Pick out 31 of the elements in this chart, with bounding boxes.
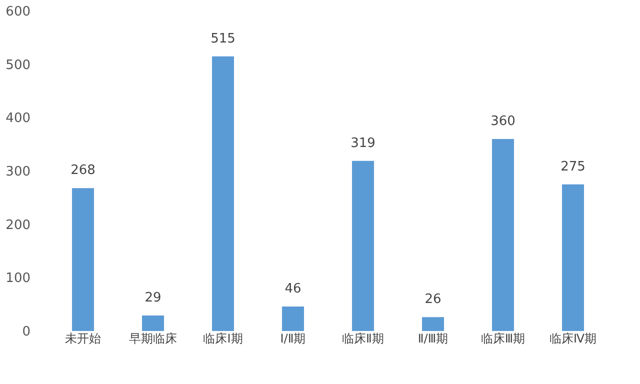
bar	[562, 184, 584, 331]
x-tick-label: Ⅱ/Ⅲ期	[418, 332, 448, 346]
bar	[282, 306, 304, 331]
x-tick-label: 临床Ⅲ期	[480, 332, 526, 346]
bar	[212, 56, 234, 331]
data-label: 26	[424, 292, 442, 308]
x-tick-label: Ⅰ/Ⅱ期	[280, 332, 306, 346]
y-tick-label: 200	[6, 218, 30, 233]
bar	[142, 316, 164, 331]
x-tick-label: 临床Ⅱ期	[342, 332, 384, 346]
data-label: 515	[210, 31, 236, 46]
x-tick-label: 未开始	[65, 332, 101, 346]
y-tick-label: 0	[22, 324, 30, 340]
data-label: 46	[284, 281, 302, 296]
y-tick-label: 500	[6, 58, 30, 73]
x-tick-label: 临床Ⅳ期	[549, 332, 597, 346]
y-tick-label: 300	[6, 164, 30, 180]
y-tick-label: 400	[6, 111, 30, 126]
y-tick-label: 600	[6, 4, 30, 20]
data-label: 319	[350, 136, 376, 151]
y-tick-label: 100	[6, 271, 30, 286]
bar	[422, 317, 444, 331]
bar	[72, 188, 94, 331]
bar	[492, 139, 514, 331]
data-label: 29	[144, 290, 162, 306]
data-label: 275	[560, 159, 586, 174]
data-label: 268	[70, 163, 96, 178]
x-tick-label: 临床Ⅰ期	[203, 332, 243, 346]
x-tick-label: 早期临床	[129, 332, 177, 346]
bar	[352, 160, 374, 331]
data-label: 360	[490, 114, 516, 129]
